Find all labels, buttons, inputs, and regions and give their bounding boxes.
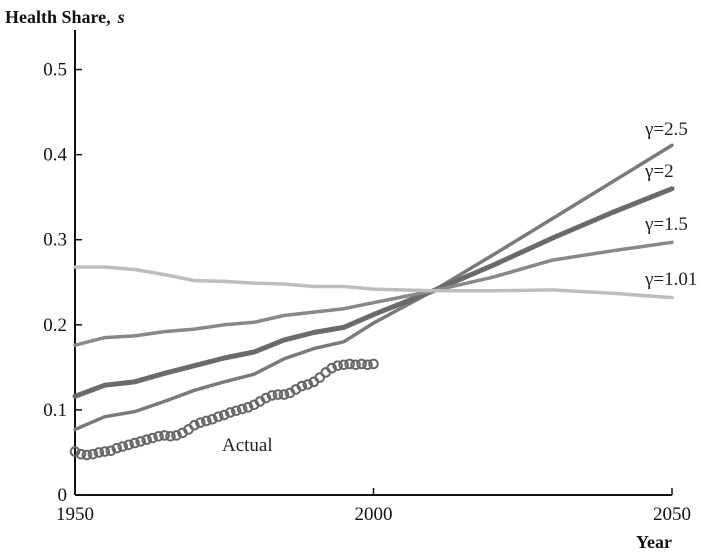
chart-title-symbol: s	[117, 7, 125, 27]
series-label: γ=2.5	[644, 119, 688, 140]
actual-point	[135, 436, 146, 447]
actual-point	[171, 430, 182, 441]
actual-point	[111, 442, 123, 454]
actual-point	[218, 409, 230, 421]
y-tick-label: 0.4	[43, 145, 67, 166]
actual-point	[69, 446, 81, 457]
y-tick-label: 0.2	[43, 315, 67, 336]
actual-point	[129, 437, 140, 449]
x-tick-label: 1950	[56, 504, 94, 525]
actual-point	[278, 389, 290, 400]
actual-point	[165, 430, 176, 442]
y-tick-label: 0	[58, 485, 68, 506]
series-label: γ=1.01	[644, 269, 697, 290]
actual-point	[368, 358, 379, 370]
actual-point	[224, 407, 236, 418]
series-line-1-5	[73, 240, 674, 347]
actual-point	[266, 390, 278, 401]
actual-point	[201, 415, 212, 427]
actual-point	[147, 432, 158, 444]
series-label: γ=1.5	[644, 214, 688, 235]
actual-point	[153, 430, 164, 442]
actual-point	[207, 413, 218, 425]
actual-point	[344, 358, 355, 370]
series-lines	[69, 143, 675, 461]
actual-point	[189, 419, 200, 431]
actual-point	[242, 402, 254, 413]
actual-point	[159, 430, 170, 441]
actual-point	[350, 359, 361, 371]
y-tick-label: 0.3	[43, 230, 67, 251]
actual-point	[260, 392, 272, 404]
x-axis-label: Year	[636, 532, 672, 552]
actual-point	[93, 447, 105, 458]
series-label: Actual	[222, 435, 273, 456]
actual-point	[123, 439, 135, 451]
actual-point	[87, 448, 99, 460]
actual-point	[105, 445, 117, 457]
actual-point	[81, 449, 93, 461]
x-tick-label: 2050	[653, 504, 691, 525]
actual-point	[272, 389, 284, 400]
y-axis-ticks: 0 0.1 0.2 0.3 0.4 0.5	[43, 60, 82, 506]
actual-point	[296, 380, 308, 392]
y-tick-label: 0.1	[43, 400, 67, 421]
actual-point	[332, 360, 343, 371]
x-axis-ticks: 1950 2000 2050	[56, 488, 691, 525]
actual-point	[302, 379, 314, 390]
actual-point	[356, 358, 367, 370]
actual-point	[314, 372, 326, 383]
actual-point	[212, 411, 224, 423]
series-label: γ=2	[644, 161, 674, 182]
chart-title-text: Health Share,	[5, 7, 111, 27]
actual-point	[117, 441, 129, 452]
chart-title: Health Share, s	[5, 7, 125, 27]
actual-point	[230, 405, 242, 417]
series-line-1-01	[73, 265, 674, 300]
actual-point	[236, 403, 248, 415]
actual-point	[99, 446, 111, 457]
actual-point	[338, 359, 349, 371]
actual-point	[75, 448, 87, 460]
series-line-2	[72, 186, 675, 399]
series-labels: γ=2.5 γ=2 γ=1.5 γ=1.01 Actual	[222, 119, 697, 456]
actual-point	[362, 359, 373, 371]
x-tick-label: 2000	[355, 504, 393, 525]
actual-point	[326, 362, 338, 374]
series-line-2-5	[73, 143, 674, 432]
actual-point	[195, 417, 206, 428]
y-tick-label: 0.5	[43, 60, 67, 81]
series-actual-points	[69, 358, 379, 461]
actual-point	[141, 434, 152, 445]
